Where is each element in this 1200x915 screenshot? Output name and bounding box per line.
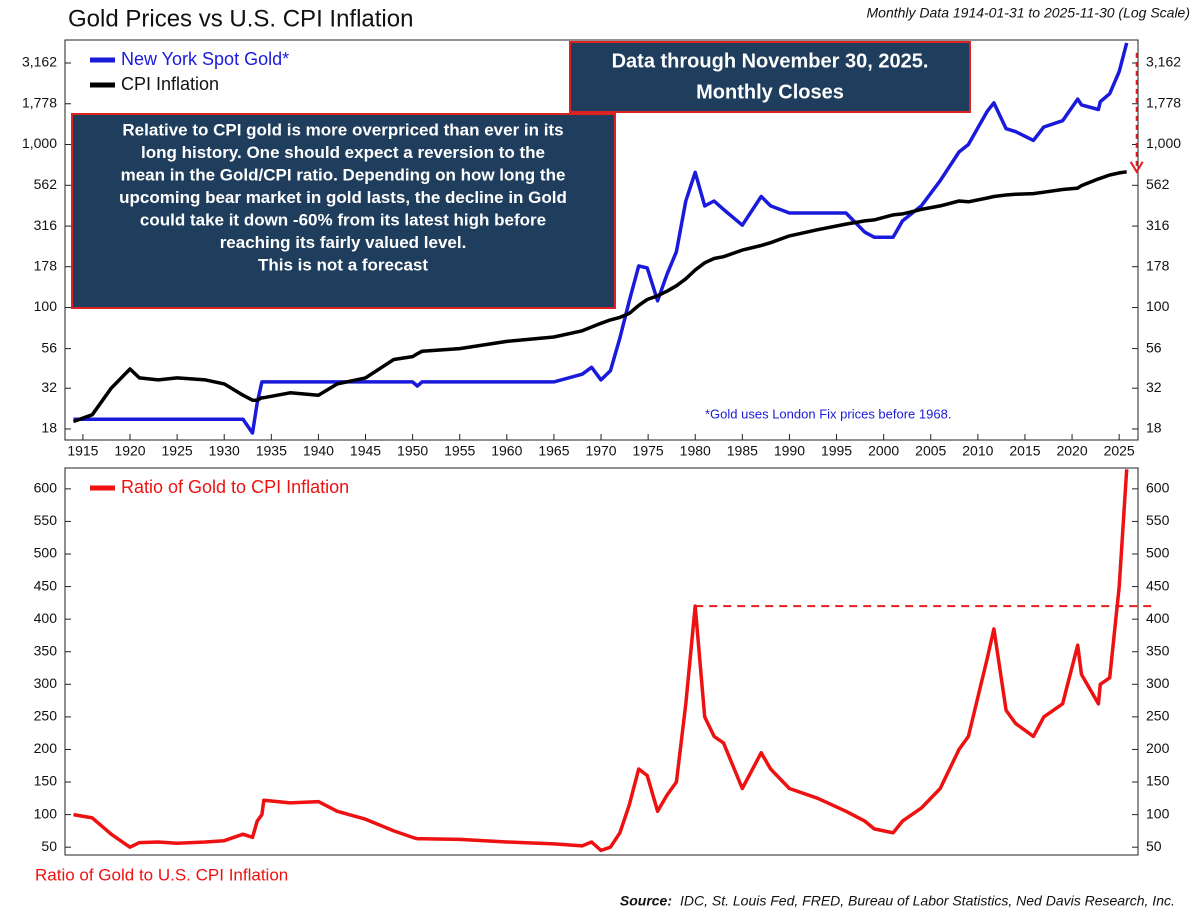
comment-box (71, 113, 616, 309)
x-tick-label: 1990 (774, 443, 805, 459)
x-tick-label: 1915 (67, 443, 98, 459)
y-tick-label-right: 100 (1146, 805, 1170, 821)
y-tick-label: 1,778 (22, 94, 57, 110)
y-tick-label-right: 350 (1146, 642, 1170, 658)
comment-line: upcoming bear market in gold lasts, the … (119, 188, 567, 207)
y-tick-label-right: 50 (1146, 838, 1162, 854)
x-tick-label: 1935 (256, 443, 287, 459)
y-tick-label-right: 3,162 (1146, 54, 1181, 70)
y-tick-label: 200 (34, 740, 58, 756)
y-tick-label: 1,000 (22, 135, 57, 151)
x-tick-label: 1930 (209, 443, 240, 459)
x-tick-label: 2020 (1056, 443, 1087, 459)
x-axis-label: Ratio of Gold to U.S. CPI Inflation (35, 865, 288, 884)
x-tick-label: 2010 (962, 443, 993, 459)
y-tick-label: 3,162 (22, 54, 57, 70)
data-box (569, 41, 971, 113)
x-tick-label: 1960 (491, 443, 522, 459)
y-tick-label-right: 550 (1146, 512, 1170, 528)
comment-line: long history. One should expect a revers… (141, 143, 545, 162)
x-tick-label: 1945 (350, 443, 381, 459)
x-tick-label: 1980 (680, 443, 711, 459)
y-tick-label-right: 200 (1146, 740, 1170, 756)
y-tick-label-right: 1,000 (1146, 135, 1181, 151)
x-tick-label: 1970 (585, 443, 616, 459)
note: *Gold uses London Fix prices before 1968… (705, 406, 951, 421)
y-tick-label-right: 400 (1146, 610, 1170, 626)
comment-line: reaching its fairly valued level. (220, 233, 467, 252)
y-tick-label: 562 (34, 176, 58, 192)
y-tick-label-right: 100 (1146, 298, 1170, 314)
y-tick-label: 100 (34, 298, 58, 314)
series-line (73, 469, 1129, 853)
source-label: Source: (620, 893, 672, 909)
bottom-plot-frame (64, 467, 1139, 856)
legend-label: Ratio of Gold to CPI Inflation (121, 477, 349, 497)
x-tick-label: 2025 (1104, 443, 1135, 459)
y-tick-label-right: 450 (1146, 577, 1170, 593)
annotations: Data through November 30, 2025. Monthly … (35, 41, 1175, 909)
y-tick-label-right: 178 (1146, 257, 1170, 273)
x-tick-label: 1955 (444, 443, 475, 459)
x-tick-label: 1995 (821, 443, 852, 459)
y-tick-label-right: 600 (1146, 480, 1170, 496)
comment-line: Relative to CPI gold is more overpriced … (122, 120, 563, 139)
y-tick-label: 50 (41, 838, 57, 854)
y-tick-label: 250 (34, 708, 58, 724)
legend-label: New York Spot Gold* (121, 49, 289, 69)
x-tick-label: 2005 (915, 443, 946, 459)
y-tick-label-right: 250 (1146, 708, 1170, 724)
y-tick-label: 350 (34, 642, 58, 658)
data-box-text: Monthly Closes (696, 81, 844, 103)
y-tick-label: 150 (34, 773, 58, 789)
chart-title: Gold Prices vs U.S. CPI Inflation (68, 5, 413, 32)
x-tick-label: 1940 (303, 443, 334, 459)
x-tick-label: 2000 (868, 443, 899, 459)
arrow-head (1129, 161, 1144, 174)
y-tick-label: 18 (41, 420, 57, 436)
y-tick-label-right: 562 (1146, 176, 1170, 192)
y-tick-label: 56 (41, 339, 57, 355)
y-tick-label: 300 (34, 675, 58, 691)
y-tick-label: 178 (34, 257, 58, 273)
bottom-chart: 50 50 100 100 150 150 200 200 250 250 300 300 350 350… (34, 469, 1170, 854)
x-tick-label: 1965 (538, 443, 569, 459)
y-tick-label-right: 56 (1146, 339, 1162, 355)
y-tick-label: 600 (34, 480, 58, 496)
x-tick-label: 1950 (397, 443, 428, 459)
y-tick-label: 100 (34, 805, 58, 821)
y-tick-label-right: 18 (1146, 420, 1162, 436)
y-tick-label-right: 1,778 (1146, 94, 1181, 110)
legend-label: CPI Inflation (121, 74, 219, 94)
y-tick-label: 500 (34, 545, 58, 561)
y-tick-label-right: 150 (1146, 773, 1170, 789)
x-tick-label: 1920 (114, 443, 145, 459)
x-tick-label: 1975 (633, 443, 664, 459)
chart-subtitle: Monthly Data 1914-01-31 to 2025-11-30 (L… (867, 5, 1191, 21)
comment-line: mean in the Gold/CPI ratio. Depending on… (121, 165, 566, 184)
series-line (72, 170, 1127, 424)
x-tick-label: 1925 (162, 443, 193, 459)
x-tick-label: 2015 (1009, 443, 1040, 459)
series-line (73, 42, 1129, 435)
y-tick-label: 450 (34, 577, 58, 593)
x-tick-label: 1985 (727, 443, 758, 459)
comment-lines: Relative to CPI gold is more overpriced … (119, 120, 567, 274)
y-tick-label: 32 (41, 379, 57, 395)
y-tick-label-right: 316 (1146, 217, 1170, 233)
y-tick-label: 400 (34, 610, 58, 626)
data-box-text: Data through November 30, 2025. (612, 50, 929, 72)
source-text: IDC, St. Louis Fed, FRED, Bureau of Labo… (680, 893, 1175, 909)
y-tick-label-right: 32 (1146, 379, 1162, 395)
comment-line: This is not a forecast (258, 255, 428, 274)
y-tick-label-right: 300 (1146, 675, 1170, 691)
y-tick-label: 550 (34, 512, 58, 528)
y-tick-label-right: 500 (1146, 545, 1170, 561)
y-tick-label: 316 (34, 217, 58, 233)
top-chart: 18 18 32 32 56 56 100 100 178 178 316 316 562 562 1,00… (22, 42, 1181, 459)
comment-line: could take it down -60% from its latest … (140, 210, 546, 229)
